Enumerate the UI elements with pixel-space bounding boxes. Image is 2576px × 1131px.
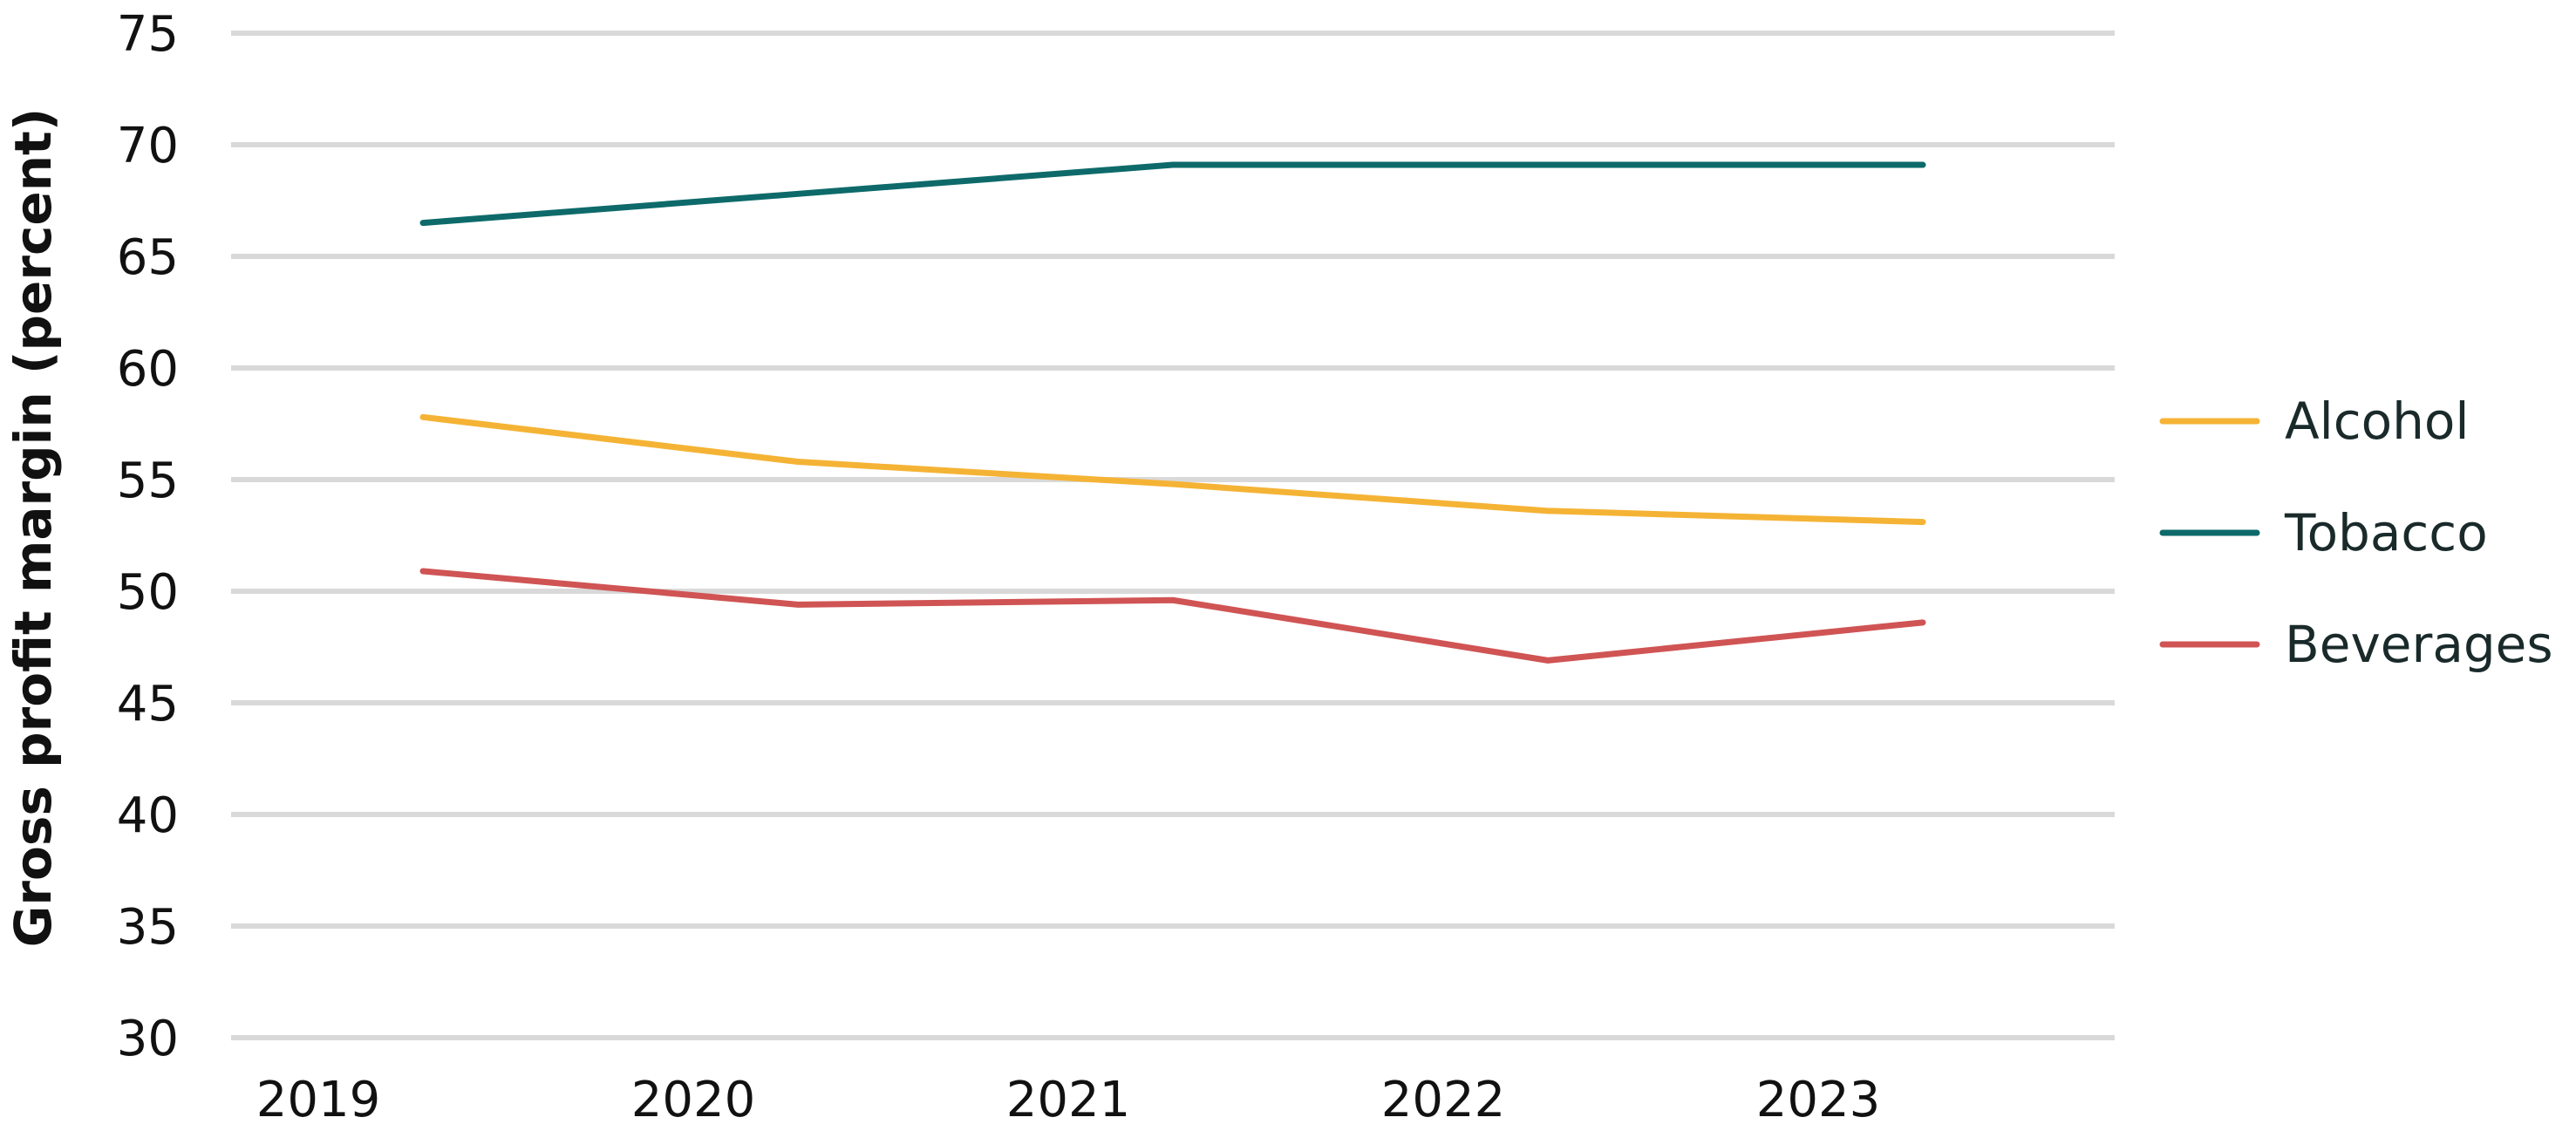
y-tick-label: 50 [117,564,179,621]
series-lines [419,161,1926,664]
series-line-tobacco [419,161,1926,227]
x-tick-label: 2023 [1756,1072,1881,1128]
x-tick-label: 2022 [1381,1072,1506,1128]
series-line-beverages [419,568,1926,664]
x-tick-label: 2020 [631,1072,756,1128]
y-tick-label: 45 [117,676,179,732]
x-tick-label: 2021 [1006,1072,1131,1128]
legend-label-alcohol: Alcohol [2285,392,2470,451]
y-tick-label: 75 [117,6,179,63]
y-axis-ticks: 30 35 40 45 50 55 60 65 70 75 [117,6,179,1067]
legend-label-tobacco: Tobacco [2284,503,2488,562]
gridlines [231,31,2115,1040]
y-tick-label: 40 [117,787,179,844]
x-tick-label: 2019 [256,1072,381,1128]
legend: Alcohol Tobacco Beverages [2159,392,2553,674]
y-tick-label: 70 [117,118,179,174]
y-tick-label: 60 [117,341,179,398]
y-axis-label: Gross profit margin (percent) [3,108,63,947]
x-axis-ticks: 2019 2020 2021 2022 2023 [256,1072,1881,1128]
y-tick-label: 35 [117,899,179,956]
y-tick-label: 55 [117,453,179,509]
series-line-alcohol [419,413,1926,526]
legend-label-beverages: Beverages [2285,615,2553,674]
y-tick-label: 65 [117,229,179,286]
y-tick-label: 30 [117,1011,179,1067]
